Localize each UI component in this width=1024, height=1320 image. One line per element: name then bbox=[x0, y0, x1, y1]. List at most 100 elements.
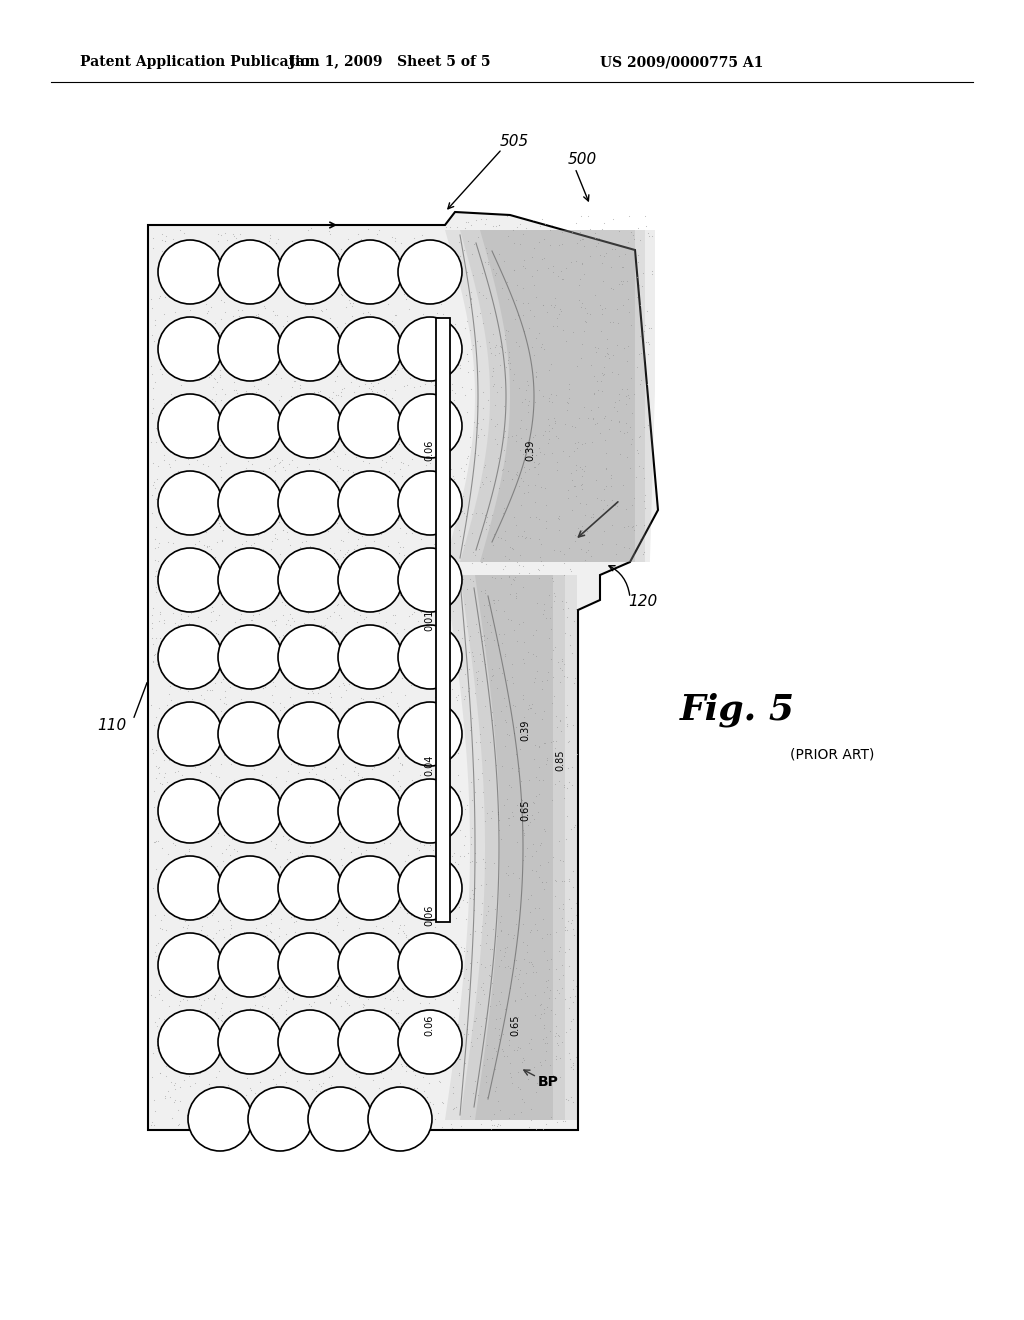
Point bbox=[144, 1043, 161, 1064]
Point bbox=[396, 898, 413, 919]
Point bbox=[369, 341, 385, 362]
Point bbox=[460, 211, 476, 232]
Point bbox=[252, 319, 268, 341]
Point bbox=[457, 218, 473, 239]
Point bbox=[157, 1086, 173, 1107]
Point bbox=[316, 422, 333, 444]
Point bbox=[289, 1071, 305, 1092]
Point bbox=[349, 434, 366, 455]
Point bbox=[390, 1002, 407, 1023]
Point bbox=[203, 242, 219, 263]
Point bbox=[314, 1101, 331, 1122]
Point bbox=[378, 595, 394, 616]
Point bbox=[369, 828, 385, 849]
Point bbox=[337, 645, 353, 667]
Point bbox=[278, 990, 294, 1011]
Point bbox=[146, 644, 163, 665]
Point bbox=[406, 376, 422, 397]
Point bbox=[593, 490, 609, 511]
Point bbox=[290, 397, 306, 418]
Circle shape bbox=[398, 548, 462, 612]
Point bbox=[194, 276, 210, 297]
Point bbox=[494, 828, 510, 849]
Point bbox=[251, 777, 267, 799]
Text: 0.39: 0.39 bbox=[525, 440, 535, 461]
Point bbox=[250, 1086, 266, 1107]
Point bbox=[630, 244, 646, 265]
Point bbox=[511, 614, 527, 635]
Point bbox=[329, 317, 345, 338]
Point bbox=[504, 1073, 520, 1094]
Point bbox=[368, 851, 384, 873]
Point bbox=[500, 956, 516, 977]
Point bbox=[340, 1086, 356, 1107]
Circle shape bbox=[188, 1086, 252, 1151]
Point bbox=[339, 540, 355, 561]
Point bbox=[516, 822, 532, 843]
Point bbox=[150, 1031, 166, 1052]
Point bbox=[480, 251, 497, 272]
Point bbox=[263, 904, 280, 925]
Point bbox=[306, 381, 323, 403]
Point bbox=[364, 758, 380, 779]
Point bbox=[476, 624, 493, 645]
Point bbox=[460, 969, 476, 990]
Point bbox=[396, 1027, 413, 1048]
Point bbox=[492, 657, 508, 678]
Point bbox=[247, 289, 263, 310]
Point bbox=[212, 1097, 228, 1118]
Point bbox=[297, 817, 313, 838]
Point bbox=[167, 450, 183, 471]
Point bbox=[389, 747, 406, 768]
Point bbox=[286, 651, 302, 672]
Point bbox=[421, 850, 437, 871]
Point bbox=[314, 236, 331, 257]
Point bbox=[403, 1028, 420, 1049]
Point bbox=[242, 892, 258, 913]
Point bbox=[336, 675, 352, 696]
Point bbox=[287, 1105, 303, 1126]
Point bbox=[238, 1084, 254, 1105]
Point bbox=[529, 453, 546, 474]
Point bbox=[441, 750, 458, 771]
Point bbox=[352, 663, 369, 684]
Point bbox=[357, 404, 374, 425]
Point bbox=[420, 711, 436, 733]
Point bbox=[577, 455, 593, 477]
Point bbox=[393, 466, 410, 487]
Point bbox=[466, 651, 482, 672]
Point bbox=[144, 388, 161, 409]
Point bbox=[416, 1012, 432, 1034]
Point bbox=[258, 892, 274, 913]
Point bbox=[463, 1031, 479, 1052]
Point bbox=[500, 807, 516, 828]
Polygon shape bbox=[148, 213, 658, 1130]
Point bbox=[256, 403, 272, 424]
Point bbox=[256, 595, 272, 616]
Point bbox=[301, 850, 317, 871]
Point bbox=[406, 1110, 422, 1131]
Point bbox=[332, 867, 348, 888]
Point bbox=[152, 603, 168, 624]
Point bbox=[268, 276, 285, 297]
Point bbox=[191, 781, 208, 803]
Point bbox=[287, 742, 303, 763]
Point bbox=[427, 404, 443, 425]
Point bbox=[300, 1110, 316, 1131]
Point bbox=[275, 346, 292, 367]
Point bbox=[388, 350, 404, 371]
Point bbox=[537, 1049, 553, 1071]
Point bbox=[338, 906, 354, 927]
Point bbox=[481, 770, 498, 791]
Point bbox=[425, 886, 441, 907]
Point bbox=[302, 825, 318, 846]
Point bbox=[158, 1065, 174, 1086]
Point bbox=[299, 682, 315, 704]
Point bbox=[256, 296, 272, 317]
Point bbox=[516, 457, 532, 478]
Point bbox=[206, 479, 222, 500]
Point bbox=[196, 387, 212, 408]
Point bbox=[392, 711, 409, 733]
Point bbox=[486, 568, 503, 589]
Point bbox=[474, 626, 490, 647]
